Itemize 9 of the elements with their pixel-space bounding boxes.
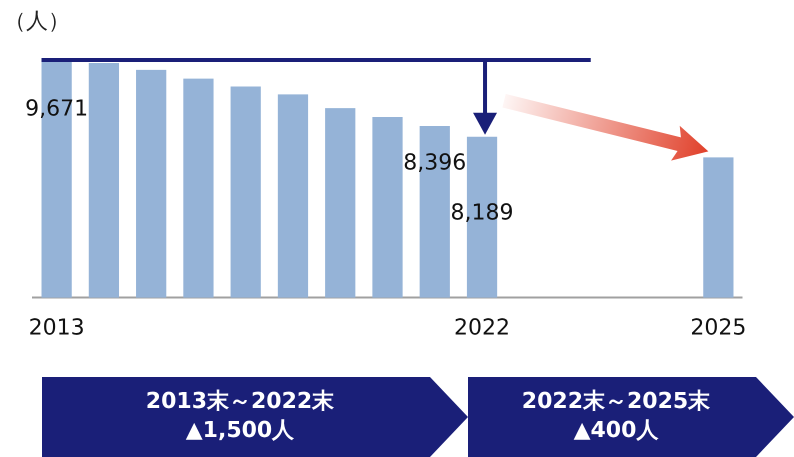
x-tick-label: 2013 — [28, 316, 85, 341]
data-label: 8,189 — [450, 200, 514, 226]
data-label: 8,396 — [403, 150, 466, 176]
text: 2013末～2022末 ▲1,500人 — [42, 377, 468, 457]
text: 2022末～2025末 ▲400人 — [468, 377, 794, 457]
x-tick-label: 2022 — [454, 316, 510, 341]
data-label: 9,671 — [25, 96, 88, 122]
x-tick-label: 2025 — [690, 316, 746, 341]
y-axis-title: （人） — [4, 8, 70, 36]
